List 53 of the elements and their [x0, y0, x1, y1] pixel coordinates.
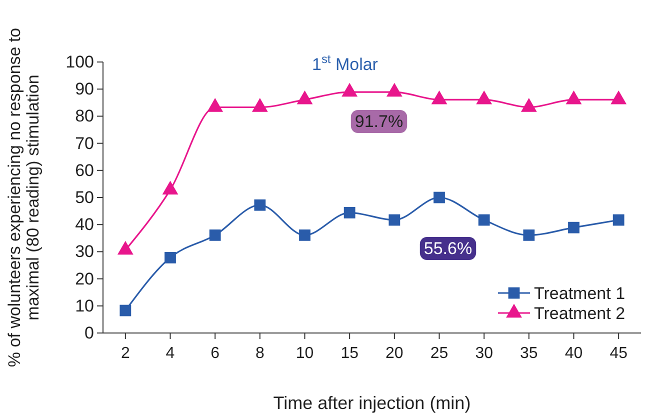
y-tick-label: 30 — [75, 242, 94, 262]
x-tick-label: 8 — [255, 345, 264, 362]
point — [344, 206, 356, 218]
point — [568, 222, 580, 234]
chart-title: 1$^{st}$ Molar — [312, 52, 378, 74]
y-tick-label: 40 — [75, 215, 94, 234]
x-tick-label: 40 — [564, 345, 583, 362]
point — [209, 229, 221, 241]
x-tick-label: 25 — [430, 345, 448, 362]
point — [612, 214, 624, 226]
annotation: 55.6% — [424, 239, 472, 258]
x-tick-label: 45 — [610, 345, 628, 362]
legend-label: Treatment 2 — [534, 304, 626, 323]
point — [342, 82, 358, 97]
legend-label: Treatment 1 — [534, 284, 626, 303]
point — [566, 90, 582, 104]
y-tick-label: 0 — [84, 323, 94, 342]
y-tick-label: 90 — [75, 80, 94, 99]
point — [388, 214, 400, 226]
x-tick-label: 2 — [120, 345, 130, 362]
point — [164, 252, 176, 264]
point — [299, 229, 310, 241]
x-tick-label: 15 — [340, 345, 359, 362]
point — [386, 82, 402, 97]
point — [252, 98, 268, 112]
y-tick-label: 80 — [75, 106, 94, 126]
point — [431, 90, 448, 104]
annotation: 91.7% — [354, 112, 404, 131]
y-tick-label: 20 — [75, 269, 94, 288]
y-tick-label: 100 — [66, 52, 94, 72]
x-axis-title: Time after injection (min) — [273, 393, 471, 413]
point — [254, 199, 266, 211]
x-tick-label: 30 — [475, 345, 494, 362]
y-tick-label: 10 — [75, 296, 94, 316]
point — [476, 90, 492, 104]
point — [478, 214, 490, 226]
x-tick-label: 35 — [520, 345, 538, 362]
x-tick-label: 20 — [386, 345, 404, 362]
point — [434, 192, 445, 204]
point — [207, 98, 224, 112]
x-tick-label: 10 — [296, 345, 314, 362]
point — [520, 98, 537, 112]
y-axis-title: % of wolunteers experiencing no response to maximal (80 reading) stimulation — [5, 28, 43, 368]
point — [523, 229, 535, 241]
x-tick-label: 6 — [210, 345, 220, 362]
point — [120, 304, 132, 316]
y-tick-label: 50 — [75, 188, 94, 207]
y-tick-label: 70 — [75, 134, 94, 153]
point — [610, 90, 627, 104]
x-tick-label: 4 — [166, 345, 175, 362]
y-tick-label: 60 — [75, 160, 94, 180]
point — [296, 90, 313, 104]
point — [162, 180, 178, 195]
